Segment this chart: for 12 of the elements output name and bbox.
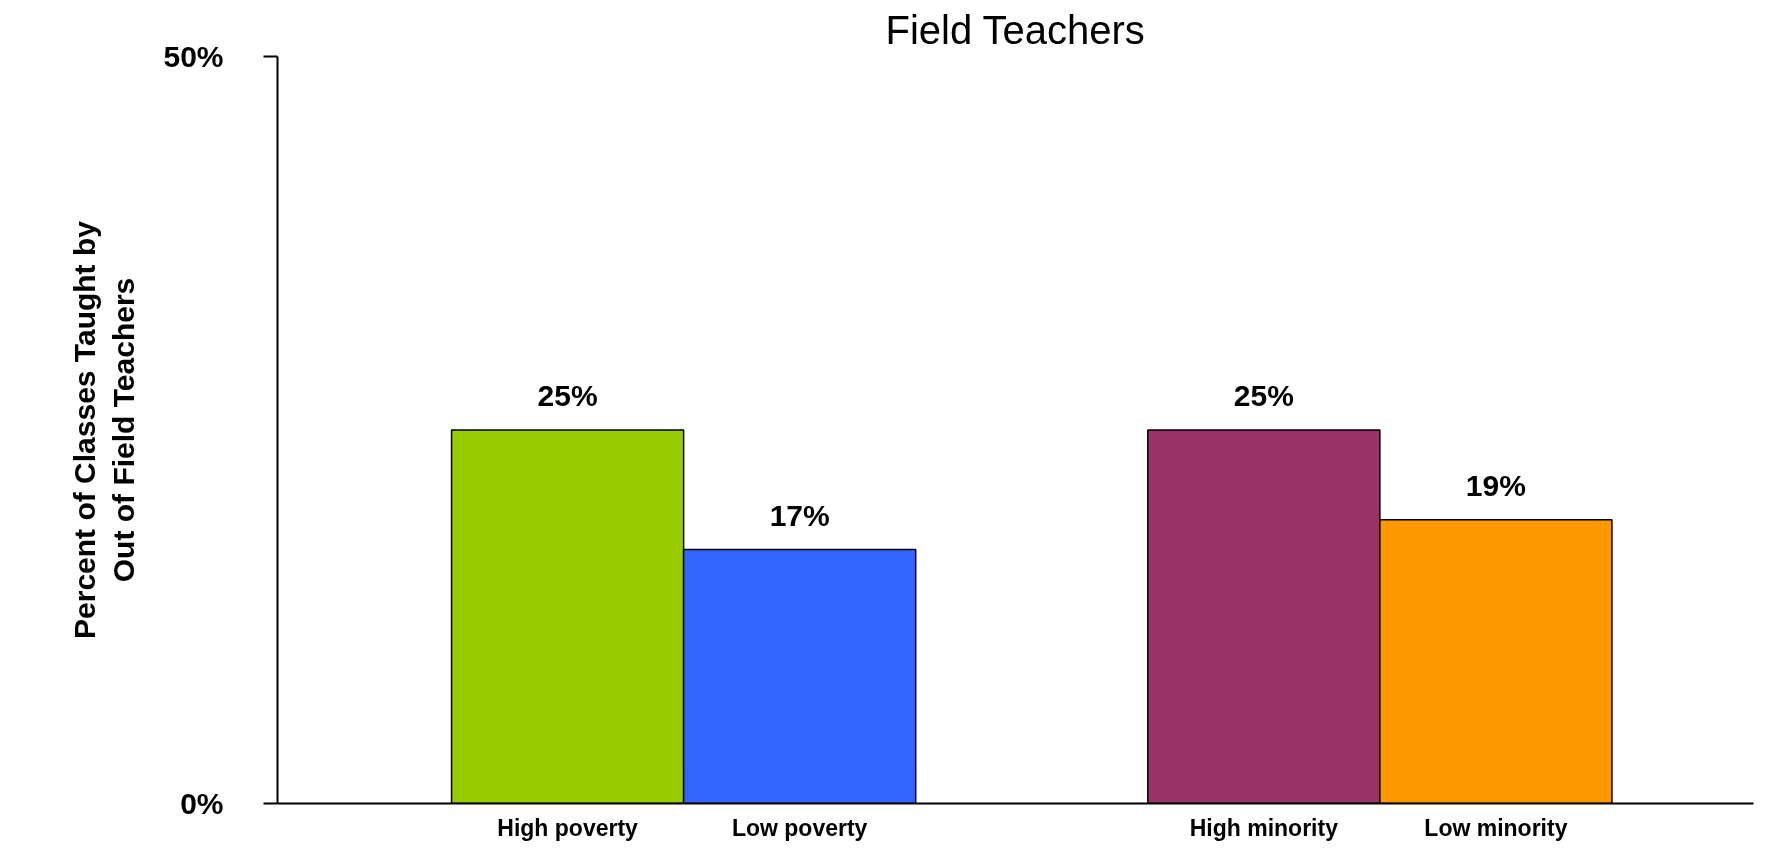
y-tick-label: 50% bbox=[163, 40, 224, 73]
x-tick-label: High minority bbox=[1189, 814, 1339, 841]
chart-title: Field Teachers bbox=[885, 7, 1145, 52]
x-tick-label: Low poverty bbox=[731, 814, 868, 841]
y-axis-title: Percent of Classes Taught by Out of Field Teachers bbox=[67, 220, 141, 639]
y-tick-label: 0% bbox=[180, 787, 224, 820]
data-label: 25% bbox=[1233, 379, 1294, 412]
x-tick-label: High poverty bbox=[497, 814, 639, 841]
data-label: 17% bbox=[769, 498, 830, 532]
data-label: 25% bbox=[537, 379, 598, 412]
x-tick-label: Low minority bbox=[1424, 814, 1568, 841]
data-label: 19% bbox=[1465, 468, 1526, 502]
